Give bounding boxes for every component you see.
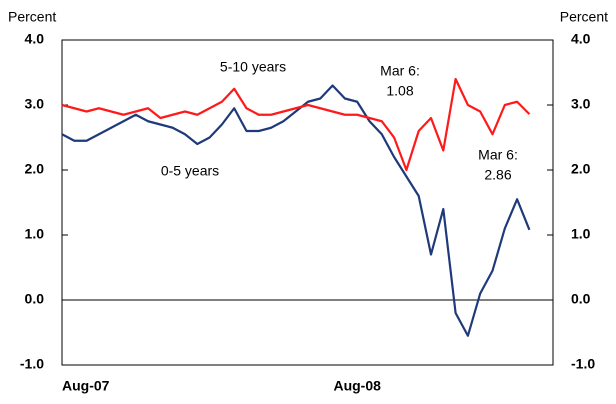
y-tick-label: 0.0 [25, 291, 45, 307]
series-label: 0-5 years [161, 163, 219, 179]
y-axis-label: Percent [8, 9, 56, 25]
annotation: 1.08 [386, 83, 413, 99]
series-label: 5-10 years [220, 59, 286, 75]
y-tick-label: 1.0 [25, 226, 45, 242]
y2-tick-label: 1.0 [571, 226, 591, 242]
y2-tick-label: 2.0 [571, 161, 591, 177]
annotation: Mar 6: [478, 147, 518, 163]
y-tick-label: 2.0 [25, 161, 45, 177]
series-line [61, 84, 531, 337]
y-tick-label: 4.0 [25, 31, 45, 47]
y2-tick-label: 4.0 [571, 31, 591, 47]
y-tick-label: -1.0 [20, 356, 44, 372]
plot-frame [61, 39, 554, 366]
annotation: 2.86 [484, 167, 511, 183]
y2-tick-label: 3.0 [571, 96, 591, 112]
series-line [61, 77, 531, 172]
annotation: Mar 6: [380, 63, 420, 79]
y2-tick-label: -1.0 [571, 356, 595, 372]
x-tick-label: Aug-08 [333, 378, 381, 394]
y2-tick-label: 0.0 [571, 291, 591, 307]
y-tick-label: 3.0 [25, 96, 45, 112]
y2-axis-label: Percent [560, 9, 608, 25]
x-tick-label: Aug-07 [62, 378, 110, 394]
